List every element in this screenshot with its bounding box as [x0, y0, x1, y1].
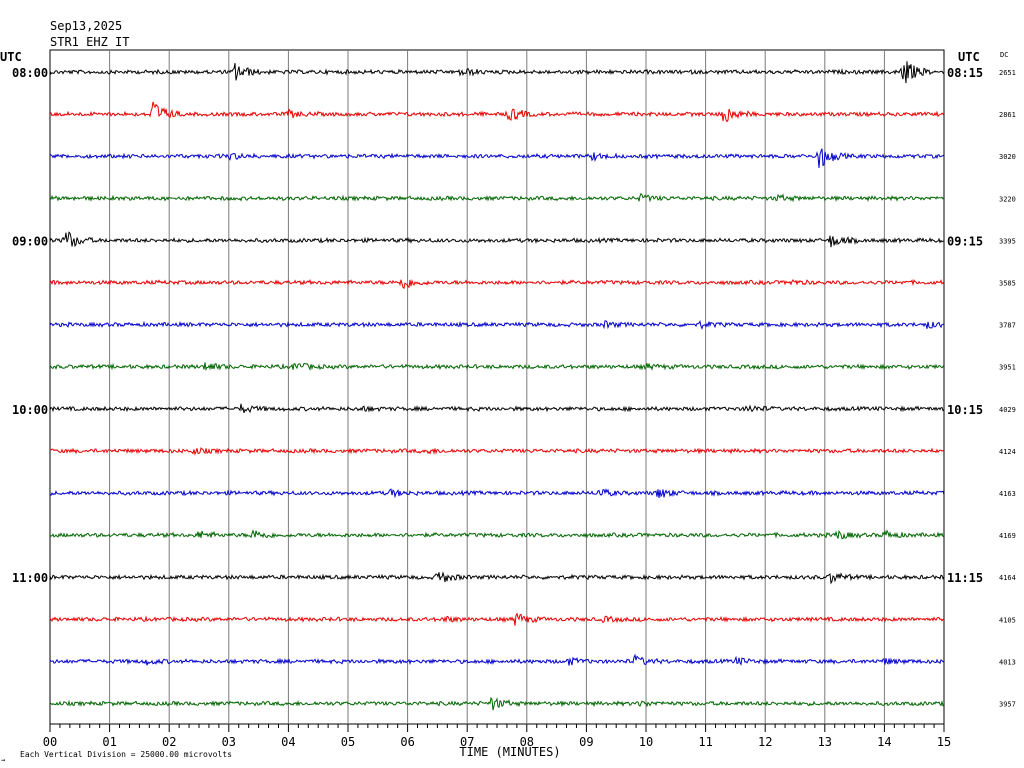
row-labels: 08:00 08:15 2651 2861 3020 3220 09:00 09:15 3395… [12, 66, 1016, 709]
row-time-right: 11:15 [947, 571, 983, 585]
row-dc-value: 3585 [999, 280, 1016, 288]
corner-mark: → [1, 756, 5, 764]
trace-row [49, 571, 945, 585]
x-tick-label: 01 [102, 735, 116, 749]
x-tick-label: 13 [818, 735, 832, 749]
chart-date: Sep13,2025 [50, 19, 122, 33]
row-time-right: 08:15 [947, 66, 983, 80]
row-dc-value: 4169 [999, 532, 1016, 540]
row-time-left: 08:00 [12, 66, 48, 80]
row-time-right: 09:15 [947, 234, 983, 248]
x-axis-title: TIME (MINUTES) [459, 745, 560, 759]
row-dc-value: 3220 [999, 195, 1016, 203]
row-dc-value: 4105 [999, 616, 1016, 624]
scale-note: Each Vertical Division = 25000.00 microv… [20, 750, 232, 759]
trace-row [49, 192, 945, 203]
trace-row [49, 278, 945, 290]
trace-row [49, 403, 945, 414]
trace-row [49, 148, 945, 168]
x-tick-label: 11 [698, 735, 712, 749]
x-tick-label: 09 [579, 735, 593, 749]
row-dc-value: 4029 [999, 406, 1016, 414]
x-tick-label: 15 [937, 735, 951, 749]
station-label: STR1 EHZ IT [50, 35, 129, 49]
x-tick-label: 06 [400, 735, 414, 749]
trace-row [49, 696, 945, 711]
x-tick-label: 04 [281, 735, 295, 749]
trace-row [49, 320, 944, 330]
x-tick-label: 02 [162, 735, 176, 749]
row-dc-value: 3787 [999, 322, 1016, 330]
dc-header-label: DC [1000, 51, 1008, 59]
row-dc-value: 3020 [999, 153, 1016, 161]
x-axis: 00 01 02 03 04 05 06 07 08 09 10 11 12 13 14 15 [43, 724, 951, 749]
x-tick-label: 00 [43, 735, 57, 749]
row-dc-value: 4163 [999, 490, 1016, 498]
trace-row [49, 101, 945, 123]
row-dc-value: 4164 [999, 574, 1016, 582]
row-dc-value: 3957 [999, 701, 1016, 709]
x-tick-label: 10 [639, 735, 653, 749]
row-time-left: 11:00 [12, 571, 48, 585]
trace-row [49, 653, 945, 666]
x-tick-label: 07 [460, 735, 474, 749]
right-timezone-label: UTC [958, 50, 980, 64]
trace-row [49, 61, 945, 84]
grid-lines [49, 49, 945, 725]
trace-row [49, 612, 945, 626]
row-dc-value: 4124 [999, 448, 1016, 456]
x-tick-label: 14 [877, 735, 891, 749]
row-time-left: 10:00 [12, 403, 48, 417]
row-dc-value: 2861 [999, 111, 1016, 119]
row-dc-value: 3951 [999, 364, 1016, 372]
trace-row [49, 362, 945, 372]
row-time-right: 10:15 [947, 403, 983, 417]
left-timezone-label: UTC [0, 50, 22, 64]
row-dc-value: 4013 [999, 658, 1016, 666]
seismic-traces [49, 61, 945, 711]
row-dc-value: 2651 [999, 69, 1016, 77]
trace-row [49, 488, 945, 499]
row-time-left: 09:00 [12, 234, 48, 248]
trace-row [49, 529, 945, 540]
x-tick-label: 08 [520, 735, 534, 749]
x-tick-label: 12 [758, 735, 772, 749]
plot-frame [49, 49, 945, 725]
trace-row [49, 231, 944, 248]
x-tick-label: 03 [222, 735, 236, 749]
trace-row [49, 447, 945, 456]
row-dc-value: 3395 [999, 237, 1016, 245]
x-tick-label: 05 [341, 735, 355, 749]
